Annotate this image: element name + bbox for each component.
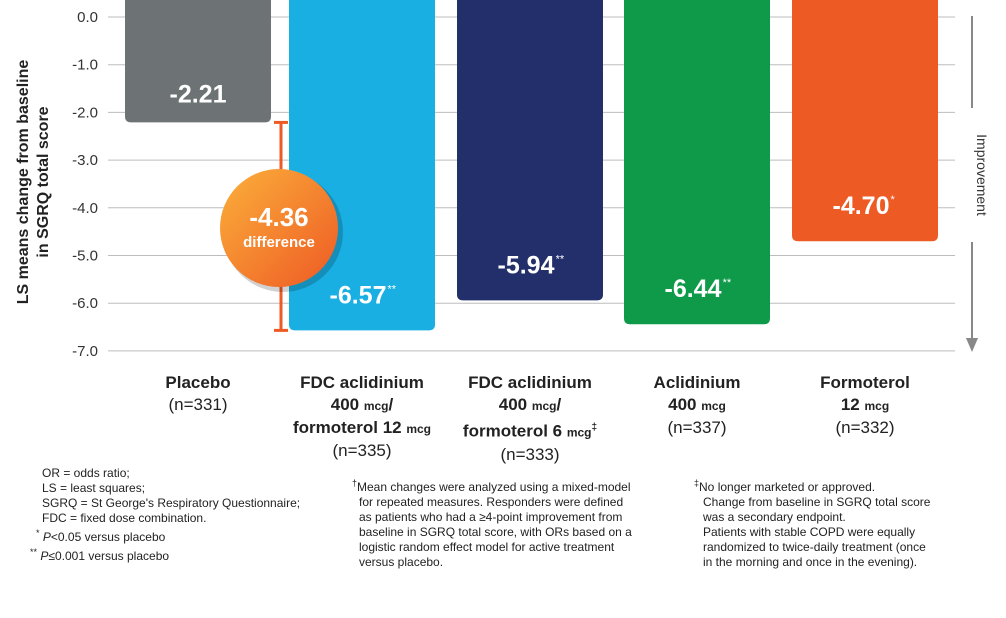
y-tick-label: 0.0 (77, 9, 98, 26)
y-tick-label: -6.0 (72, 295, 98, 312)
x-category-label: Aclidinium 400 mcg (n=337) (653, 373, 741, 437)
footnote-middle-line: versus placebo. (359, 555, 444, 569)
footnote-p005: * P<0.05 versus placebo (36, 528, 166, 544)
footnote-middle-line: logistic random effect model for active … (359, 540, 615, 554)
y-tick-label: -7.0 (72, 343, 98, 360)
footnote-middle-line: as patients who had a ≥4-point improveme… (359, 510, 623, 524)
y-tick-label: -4.0 (72, 200, 98, 217)
footnotes-right: ‡No longer marketed or approved. Change … (694, 476, 930, 570)
y-tick-label: -3.0 (72, 152, 98, 169)
significance-mark: * (890, 194, 895, 206)
difference-value: -4.36 (249, 202, 308, 232)
footnote-right-line: Patients with stable COPD were equally (703, 525, 916, 539)
significance-mark: ** (387, 283, 396, 295)
footnote-fdc: FDC = fixed dose combination. (42, 511, 207, 525)
footnote-right-line: in the morning and once in the evening). (703, 555, 918, 569)
bar (457, 0, 603, 301)
footnote-ls: LS = least squares; (42, 481, 146, 495)
bar-value-label: -4.70 (833, 192, 890, 220)
bar (792, 0, 938, 242)
footnotes-left: OR = odds ratio; LS = least squares; SGR… (30, 466, 300, 564)
bar-chart: -2.21-6.57 **-5.94 **-6.44 **-4.70 * 0.0-1.0… (15, 0, 990, 360)
x-category-label: FDC aclidinium 400 mcg/formoterol 12 mcg(… (292, 373, 432, 460)
y-tick-label: -2.0 (72, 104, 98, 121)
footnote-sgrq: SGRQ = St George's Respiratory Questionn… (42, 496, 301, 510)
footnote-right-line: was a secondary endpoint. (703, 510, 846, 524)
footnote-middle-line: baseline in SGRQ total score, with ORs b… (359, 525, 632, 539)
difference-annotation: -4.36 difference (220, 120, 343, 332)
footnote-right-line: randomized to twice-daily treatment (onc… (703, 540, 926, 554)
improvement-arrow: Improvement (966, 16, 990, 352)
footnote-or: OR = odds ratio; (42, 466, 130, 480)
footnote-right-line: Change from baseline in SGRQ total score (703, 495, 931, 509)
difference-badge (220, 169, 338, 287)
x-category-label: FDC aclidinium 400 mcg/formoterol 6 mcg‡(… (462, 373, 598, 464)
footnote-right-line: ‡No longer marketed or approved. (694, 478, 876, 494)
footnote-middle-line: †Mean changes were analyzed using a mixe… (352, 478, 631, 494)
x-category-label: Placebo (n=331) (165, 373, 231, 414)
y-axis-label-line1: LS means change from baseline (15, 60, 32, 305)
improvement-label: Improvement (974, 134, 990, 216)
y-axis-label-line2: in SGRQ total score (35, 106, 52, 257)
x-category-label: Formoterol 12 mcg (n=332) (820, 373, 910, 437)
y-tick-label: -1.0 (72, 57, 98, 74)
y-tick-label: -5.0 (72, 248, 98, 265)
significance-mark: ** (723, 277, 732, 289)
footnotes-middle: †Mean changes were analyzed using a mixe… (352, 476, 632, 570)
footnote-middle-line: for repeated measures. Responders were d… (359, 495, 624, 509)
bar-value-label: -6.57 (330, 281, 387, 309)
bar-value-label: -2.21 (170, 80, 227, 108)
bar-value-label: -5.94 (498, 251, 555, 279)
bar (624, 0, 770, 325)
bar (125, 0, 271, 123)
significance-mark: ** (556, 253, 565, 265)
bar-value-label: -6.44 (665, 275, 722, 303)
footnote-p0001: ** P≤0.001 versus placebo (30, 547, 170, 563)
difference-word: difference (243, 234, 315, 251)
